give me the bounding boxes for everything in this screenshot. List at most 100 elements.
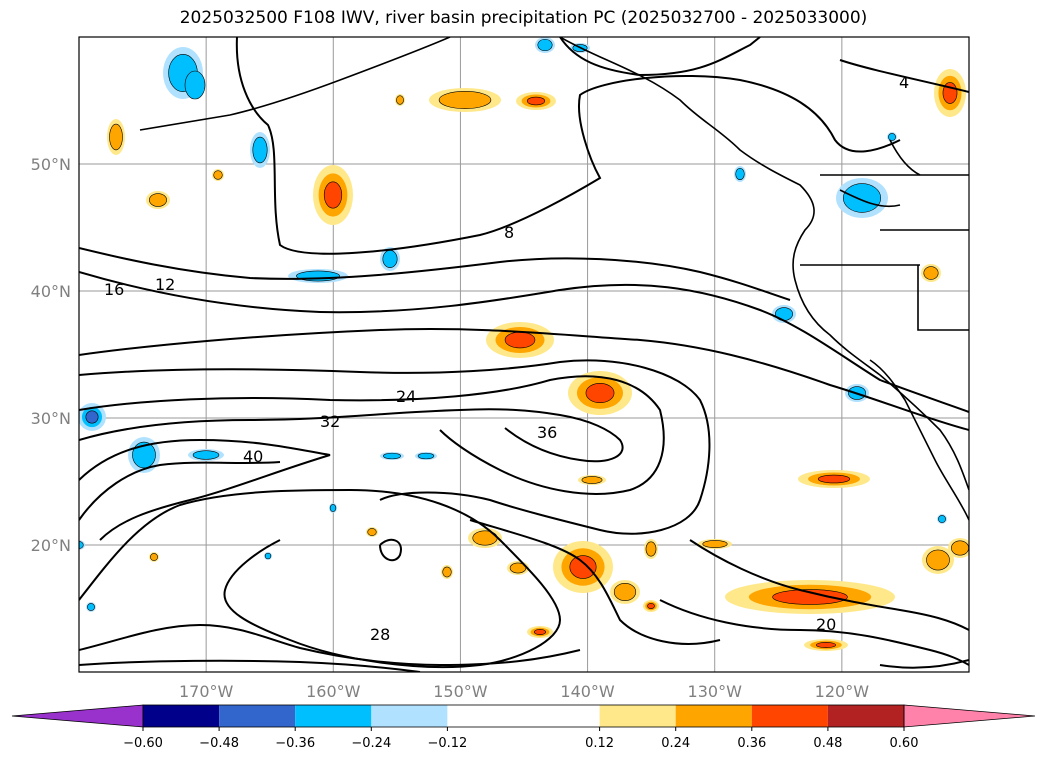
contour-line xyxy=(839,59,969,93)
precip-blob xyxy=(383,452,401,460)
y-tick-label: 50°N xyxy=(31,155,71,174)
contour-line xyxy=(79,438,331,541)
contour-label: 20 xyxy=(816,615,836,634)
colorbar-tick-label: −0.60 xyxy=(123,736,163,751)
x-tick-label: 150°W xyxy=(433,682,488,701)
precip-blob xyxy=(951,540,969,556)
x-tick-label: 130°W xyxy=(688,682,743,701)
contour-line xyxy=(79,271,969,413)
colorbar-swatch xyxy=(143,705,220,727)
precip-blob xyxy=(816,642,836,648)
precip-blob xyxy=(702,540,728,548)
iwv-contours xyxy=(79,37,969,672)
colorbar-tick-label: 0.36 xyxy=(737,736,766,751)
precip-blob xyxy=(132,441,156,469)
precip-blob xyxy=(252,136,268,164)
precip-blob xyxy=(149,193,167,207)
contour-line xyxy=(79,328,969,431)
precip-blob xyxy=(87,603,95,611)
contour-line xyxy=(689,539,969,631)
contour-line xyxy=(79,461,281,521)
precip-blob xyxy=(569,555,597,579)
precip-blob xyxy=(842,183,882,213)
precip-blob xyxy=(442,566,452,578)
y-tick-label: 20°N xyxy=(31,536,71,555)
x-tick-label: 170°W xyxy=(179,682,234,701)
precip-blob xyxy=(938,515,946,523)
colorbar-swatch xyxy=(295,705,372,727)
colorbar-tick-label: 0.48 xyxy=(813,736,842,751)
colorbar-tick-labels: −0.60 −0.48 −0.36 −0.24 −0.12 0.12 0.24 0.36 0.4… xyxy=(123,727,918,751)
precip-blob xyxy=(109,123,123,151)
precip-blob xyxy=(533,629,547,635)
precip-blob xyxy=(647,603,655,609)
contour-label: 4 xyxy=(899,73,909,92)
precip-blob xyxy=(526,96,546,106)
coastlines xyxy=(139,37,969,521)
contour-line xyxy=(79,375,665,495)
x-tick-label: 140°W xyxy=(560,682,615,701)
contour-line xyxy=(235,37,901,255)
precip-blob xyxy=(192,450,220,460)
precip-blob xyxy=(645,541,657,557)
contour-label: 24 xyxy=(396,387,416,406)
precip-blob xyxy=(926,549,950,571)
precip-blob xyxy=(504,331,536,349)
colorbar-swatch xyxy=(447,705,600,727)
contour-line xyxy=(79,359,711,535)
precip-blob xyxy=(585,383,615,403)
chart-title: 2025032500 F108 IWV, river basin precipi… xyxy=(179,8,868,28)
precip-blob xyxy=(329,504,337,512)
contour-label: 12 xyxy=(155,275,175,294)
colorbar-tick-label: 0.12 xyxy=(585,736,614,751)
colorbar-extend-high xyxy=(903,704,1036,728)
y-tick-label: 40°N xyxy=(31,282,71,301)
precip-shading xyxy=(79,37,969,651)
colorbar-tick-label: −0.24 xyxy=(351,736,391,751)
precip-blob xyxy=(184,70,206,100)
precip-blob xyxy=(396,95,404,105)
x-tick-labels: 170°W 160°W 150°W 140°W 130°W 120°W xyxy=(179,682,869,701)
contour-line xyxy=(659,599,969,666)
colorbar-extend-low xyxy=(11,704,144,728)
colorbar-swatch xyxy=(827,705,904,727)
contour-label: 40 xyxy=(243,447,263,466)
contour-line xyxy=(79,408,624,463)
colorbar-swatch xyxy=(599,705,676,727)
precip-blob xyxy=(613,583,637,601)
contour-line xyxy=(379,538,402,562)
colorbar-tick-label: −0.36 xyxy=(275,736,315,751)
contour-line xyxy=(79,488,562,668)
precip-blob xyxy=(323,181,343,209)
precip-blob xyxy=(888,133,896,141)
contour-label: 8 xyxy=(504,223,514,242)
precip-blob xyxy=(150,553,158,561)
contour-line xyxy=(879,659,969,669)
precip-blob xyxy=(417,452,435,460)
precip-blob xyxy=(438,91,492,109)
colorbar-tick-label: 0.60 xyxy=(890,736,919,751)
contour-line xyxy=(79,659,421,672)
contour-label: 28 xyxy=(370,625,390,644)
colorbar-outline xyxy=(142,704,905,728)
x-tick-label: 160°W xyxy=(306,682,361,701)
contour-label: 16 xyxy=(104,280,124,299)
contour-line xyxy=(79,623,581,667)
colorbar-swatch xyxy=(675,705,752,727)
contour-line xyxy=(79,247,791,301)
precip-blob xyxy=(537,38,553,52)
colorbar xyxy=(11,704,1036,728)
contour-labels: 4 8 12 16 20 24 28 32 36 40 xyxy=(104,73,909,644)
colorbar-tick-label: −0.12 xyxy=(427,736,467,751)
precip-blob xyxy=(85,410,99,424)
contour-label: 32 xyxy=(320,412,340,431)
precip-blob xyxy=(581,476,603,484)
colorbar-tick-label: −0.48 xyxy=(199,736,239,751)
contour-label: 36 xyxy=(537,423,557,442)
colorbar-swatch xyxy=(219,705,296,727)
precip-blob xyxy=(382,250,398,268)
precip-blob xyxy=(735,167,745,181)
precip-blob xyxy=(367,528,377,536)
colorbar-swatch xyxy=(371,705,448,727)
